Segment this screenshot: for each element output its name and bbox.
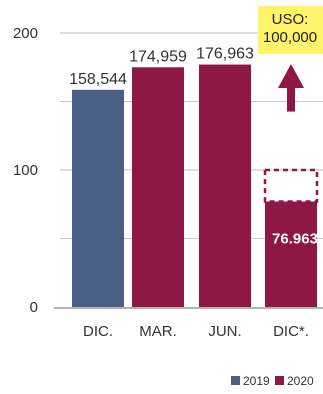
arrow-head — [278, 64, 304, 88]
legend-label: 2020 — [287, 374, 314, 388]
x-tick-label: DIC. — [83, 323, 113, 340]
bar — [265, 201, 317, 307]
bar — [72, 89, 124, 307]
annotation-text: 100,000 — [263, 29, 317, 46]
target-outline — [263, 168, 319, 203]
legend-label: 2019 — [243, 374, 270, 388]
bar — [199, 64, 251, 307]
bar — [132, 67, 184, 307]
bar-value-label: 76.963 — [272, 231, 318, 248]
x-tick-label: DIC*. — [273, 323, 309, 340]
bar-value-label: 174,959 — [129, 48, 187, 65]
x-tick-label: JUN. — [208, 323, 241, 340]
annotation-text: USO: — [272, 11, 309, 28]
legend-swatch — [231, 376, 240, 385]
y-tick-label: 100 — [13, 162, 38, 179]
annotation-box — [258, 6, 323, 54]
x-tick-label: MAR. — [139, 323, 177, 340]
arrow-shaft — [287, 84, 295, 112]
y-tick-label: 200 — [13, 25, 38, 42]
y-tick-label: 0 — [30, 299, 38, 316]
bar-value-label: 176,963 — [196, 46, 254, 63]
bar-value-label: 158,544 — [69, 71, 127, 88]
legend-swatch — [275, 376, 284, 385]
